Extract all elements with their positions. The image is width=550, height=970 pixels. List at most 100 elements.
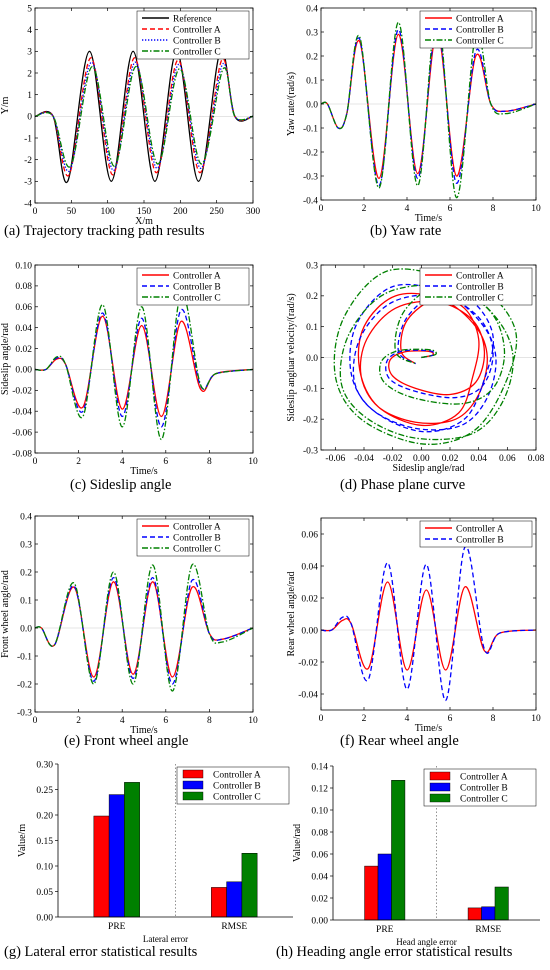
- series-line-controller-c: [333, 268, 518, 445]
- y-tick-label: 0.0: [306, 100, 318, 110]
- legend-entry: Controller C: [173, 48, 221, 58]
- x-tick-label: 6: [163, 716, 168, 726]
- y-tick-label: 0.0: [306, 354, 318, 364]
- y-axis-label: Sideslip angluar velocity/(rad/s): [286, 293, 297, 421]
- category-label: PRE: [108, 922, 126, 932]
- legend-swatch: [429, 782, 451, 792]
- x-tick-label: 8: [207, 457, 212, 467]
- legend-box: [136, 518, 250, 557]
- legend-box: [419, 520, 533, 548]
- legend-entry: Controller A: [456, 15, 504, 25]
- y-tick-label: 0.25: [36, 786, 53, 796]
- caption-g: (g) Lateral error statistical results: [4, 944, 198, 960]
- legend-entry: Controller C: [173, 294, 221, 304]
- bar-controller-b-rmse: [481, 906, 496, 921]
- x-tick-label: 6: [448, 714, 453, 724]
- chart-g: 0.00 0.05 0.10 0.15 0.20 0.25 0.30 PRE RMSE Later…: [17, 760, 293, 944]
- legend-entry: Controller C: [460, 795, 508, 805]
- series-line-controller-a: [320, 581, 537, 671]
- series-line-controller-b: [349, 283, 497, 433]
- x-axis-label: Time/s: [415, 723, 443, 734]
- y-tick-label: 0.1: [306, 76, 318, 86]
- x-axis-label: Time/s: [415, 213, 443, 224]
- series-line-controller-b: [320, 24, 537, 187]
- series-line-reference: [34, 49, 254, 184]
- y-tick-label: 0.10: [15, 261, 32, 271]
- y-tick-label: -4: [24, 199, 32, 209]
- x-tick-label: -0.02: [383, 454, 403, 464]
- y-tick-label: -0.04: [298, 690, 318, 700]
- series-line-controller-c: [34, 65, 254, 168]
- y-tick-label: 0.02: [311, 894, 328, 904]
- x-tick-label: -0.06: [325, 454, 345, 464]
- bar-controller-c-pre: [391, 780, 406, 921]
- bar-controller-b-pre: [108, 794, 125, 918]
- legend-box: [136, 267, 250, 306]
- plot-frame: [320, 517, 537, 711]
- bar-controller-a-pre: [364, 865, 379, 921]
- caption-h: (h) Heading angle error statistical resu…: [276, 944, 513, 960]
- category-label: RMSE: [221, 922, 247, 932]
- y-tick-label: 0.1: [20, 596, 32, 606]
- y-tick-label: -0.3: [303, 172, 318, 182]
- y-axis-label: Sideslip angle/rad: [0, 323, 11, 395]
- x-axis-label: Time/s: [130, 725, 158, 736]
- legend-entry: Controller A: [456, 525, 504, 535]
- legend-entry: Controller B: [456, 26, 504, 36]
- bar-controller-b-pre: [377, 853, 392, 921]
- y-tick-label: 5: [27, 4, 32, 14]
- y-tick-label: 4: [27, 26, 32, 36]
- x-axis-label: Sideslip angle/rad: [393, 463, 465, 474]
- x-tick-label: 50: [67, 207, 77, 217]
- x-axis-label: Head angle error: [396, 937, 456, 947]
- y-tick-label: -0.2: [303, 415, 318, 425]
- x-tick-label: 10: [248, 457, 258, 467]
- y-axis-label: Value/rad: [292, 824, 303, 862]
- legend-swatch: [182, 769, 204, 779]
- y-tick-label: 0.06: [311, 850, 328, 860]
- x-tick-label: 10: [248, 716, 258, 726]
- x-axis-label: Lateral error: [143, 934, 188, 944]
- y-tick-label: -0.2: [17, 680, 32, 690]
- y-tick-label: 0.06: [301, 530, 318, 540]
- y-tick-label: 0.02: [301, 594, 318, 604]
- series-line-controller-c: [34, 292, 254, 441]
- y-tick-label: 0.3: [306, 28, 318, 38]
- y-tick-label: 0.00: [36, 913, 53, 923]
- x-tick-label: 200: [173, 207, 188, 217]
- y-tick-label: 0.12: [311, 784, 328, 794]
- chart-a: 0 50 100 150 200 250 300 -4 -3 -2 -1 0 1 2 3 4 5 X/m Y/m Re…: [0, 4, 260, 227]
- y-tick-label: 0.08: [311, 828, 328, 838]
- y-tick-label: -0.3: [303, 446, 318, 456]
- chart-d: -0.06 -0.04 -0.02 0.00 0.02 0.04 0.06 0.08 -0.3 -…: [286, 261, 545, 474]
- y-tick-label: -2: [24, 156, 32, 166]
- caption-f: (f) Rear wheel angle: [340, 733, 459, 749]
- x-tick-label: 0: [319, 204, 324, 214]
- y-axis-label: Front wheel angle/rad: [0, 570, 11, 658]
- legend-entry: Controller B: [456, 536, 504, 546]
- legend-entry: Controller B: [456, 283, 504, 293]
- y-tick-label: 0.10: [36, 862, 53, 872]
- x-tick-label: 0.04: [470, 454, 487, 464]
- y-tick-label: 0.2: [20, 568, 32, 578]
- y-tick-label: -0.2: [303, 148, 318, 158]
- y-tick-label: -3: [24, 178, 32, 188]
- y-tick-label: 0.20: [36, 811, 53, 821]
- chart-e: 0 2 4 6 8 10 -0.3 -0.2 -0.1 0.0 0.1 0.2 0.3 0.4 Time/s…: [0, 512, 258, 736]
- chart-h: 0.00 0.02 0.04 0.06 0.08 0.10 0.12 0.14 PRE RMSE H…: [292, 762, 540, 947]
- y-tick-label: 0.2: [306, 292, 318, 302]
- y-tick-label: -0.02: [12, 387, 32, 397]
- legend-entry: Controller C: [456, 37, 504, 47]
- series-line-controller-b: [320, 546, 537, 702]
- legend-entry: Controller B: [173, 37, 221, 47]
- y-tick-label: 0.1: [306, 323, 318, 333]
- y-tick-label: 0.3: [20, 540, 32, 550]
- series-line-controller-c: [34, 563, 254, 692]
- y-tick-label: 0.4: [20, 512, 32, 522]
- y-tick-label: 0.30: [36, 760, 53, 770]
- legend-entry: Controller B: [173, 283, 221, 293]
- y-tick-label: 0.00: [311, 916, 328, 926]
- series-line-controller-a: [34, 315, 254, 418]
- x-tick-label: -0.04: [354, 454, 374, 464]
